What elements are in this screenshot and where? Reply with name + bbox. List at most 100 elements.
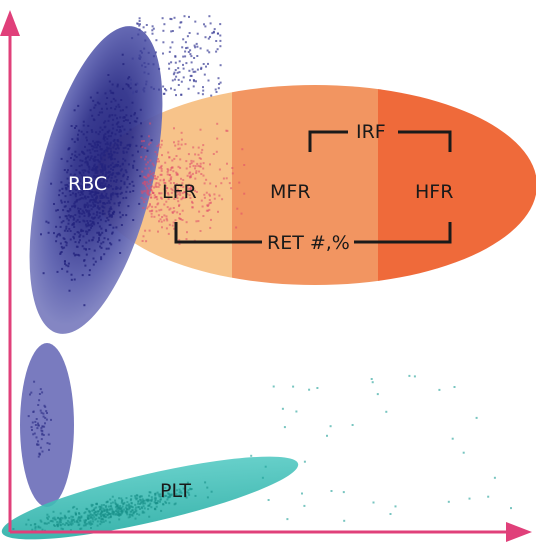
scatter-dot xyxy=(143,47,146,50)
scatter-dot xyxy=(154,492,157,495)
scatter-dot xyxy=(96,502,98,505)
y-axis-arrow xyxy=(0,10,20,36)
scatter-dot xyxy=(98,182,101,185)
scatter-dot xyxy=(164,494,167,497)
scatter-dot xyxy=(75,156,78,158)
scatter-dot xyxy=(47,433,50,436)
scatter-dot xyxy=(88,171,90,174)
scatter-dot xyxy=(163,23,166,26)
scatter-dot xyxy=(120,501,123,504)
scatter-dot xyxy=(115,179,118,182)
scatter-dot xyxy=(102,137,105,140)
scatter-dot xyxy=(102,186,104,189)
scatter-dot xyxy=(89,514,92,517)
scatter-dot xyxy=(175,94,177,97)
scatter-dot xyxy=(166,170,169,173)
scatter-dot xyxy=(82,235,85,238)
scatter-dot xyxy=(140,135,143,138)
scatter-dot xyxy=(66,183,69,186)
scatter-dot xyxy=(108,201,111,204)
scatter-dot xyxy=(113,139,116,142)
scatter-dot xyxy=(135,498,138,501)
scatter-dot xyxy=(85,241,88,244)
scatter-dot xyxy=(156,198,159,201)
scatter-dot xyxy=(137,33,140,36)
scatter-dot xyxy=(75,507,78,510)
scatter-dot xyxy=(79,517,82,520)
scatter-dot xyxy=(122,147,125,150)
scatter-dot xyxy=(194,20,197,23)
scatter-dot xyxy=(104,169,107,171)
scatter-dot xyxy=(72,515,74,518)
scatter-dot xyxy=(100,170,103,173)
scatter-dot xyxy=(191,68,194,71)
scatter-dot xyxy=(174,144,177,147)
scatter-dot xyxy=(42,412,45,415)
scatter-dot xyxy=(95,180,98,183)
scatter-dot xyxy=(121,499,124,502)
scatter-dot xyxy=(113,210,116,213)
scatter-dot xyxy=(106,131,109,134)
scatter-dot xyxy=(116,151,119,154)
scatter-dot xyxy=(99,233,102,236)
scatter-dot xyxy=(150,496,153,499)
mfr-label: MFR xyxy=(270,181,311,203)
scatter-dot xyxy=(148,210,151,213)
scatter-dot xyxy=(109,516,112,519)
scatter-dot xyxy=(179,194,182,196)
scatter-dot xyxy=(107,176,110,179)
scatter-dot xyxy=(194,46,197,49)
scatter-dot xyxy=(189,74,192,77)
scatter-dot xyxy=(389,513,392,515)
scatter-dot xyxy=(53,518,56,521)
scatter-dot xyxy=(99,154,102,157)
scatter-dot xyxy=(159,495,162,498)
scatter-dot xyxy=(170,187,173,190)
scatter-dot xyxy=(129,87,132,90)
scatter-dot xyxy=(152,174,155,177)
scatter-dot xyxy=(117,147,120,150)
scatter-dot xyxy=(187,187,190,190)
scatter-dot xyxy=(104,143,107,146)
scatter-dot xyxy=(149,122,152,125)
scatter-dot xyxy=(208,199,211,201)
scatter-dot xyxy=(65,264,68,267)
scatter-dot xyxy=(94,169,97,172)
scatter-dot xyxy=(158,160,160,163)
scatter-dot xyxy=(81,212,83,215)
scatter-dot xyxy=(202,174,205,177)
scatter-dot xyxy=(125,190,128,193)
scatter-dot xyxy=(89,96,92,99)
scatter-dot xyxy=(80,191,83,193)
scatter-dot xyxy=(176,489,178,492)
scatter-dot xyxy=(86,514,89,517)
scatter-dot xyxy=(91,187,94,190)
scatter-dot xyxy=(134,112,136,115)
scatter-dot xyxy=(105,230,108,232)
scatter-dot xyxy=(79,172,81,175)
scatter-dot xyxy=(171,189,174,192)
scatter-dot xyxy=(114,165,117,168)
scatter-dot xyxy=(184,494,187,497)
scatter-dot xyxy=(92,118,95,121)
scatter-dot xyxy=(75,189,78,191)
scatter-dot xyxy=(72,174,75,177)
scatter-dot xyxy=(34,527,37,530)
hfr-zone xyxy=(378,85,536,285)
scatter-dot xyxy=(74,241,77,243)
scatter-dot xyxy=(120,99,123,101)
scatter-dot xyxy=(92,263,95,266)
scatter-dot xyxy=(130,114,133,117)
scatter-dot xyxy=(72,223,75,226)
scatter-dot xyxy=(94,176,97,179)
scatter-dot xyxy=(164,182,167,184)
scatter-dot xyxy=(114,164,117,167)
scatter-dot xyxy=(115,180,118,183)
scatter-dot xyxy=(114,502,117,505)
scatter-dot xyxy=(119,513,122,516)
scatter-dot xyxy=(209,182,212,185)
scatter-dot xyxy=(84,181,87,184)
scatter-dot xyxy=(101,128,104,131)
scatter-dot xyxy=(64,523,66,526)
scatter-dot xyxy=(96,191,99,194)
